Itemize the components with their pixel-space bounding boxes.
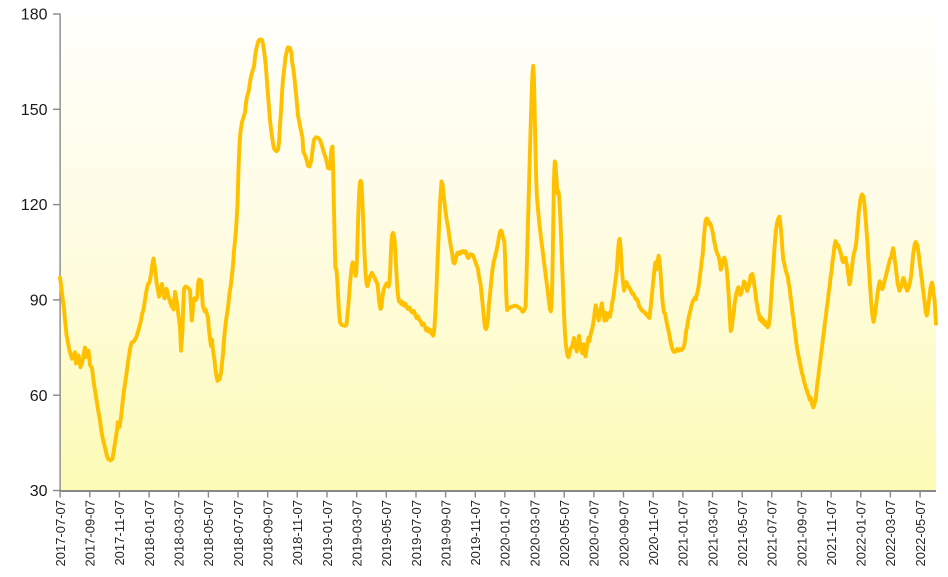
svg-text:2019-03-07: 2019-03-07 xyxy=(350,500,365,567)
svg-text:2019-11-07: 2019-11-07 xyxy=(468,500,483,566)
svg-text:2017-09-07: 2017-09-07 xyxy=(83,500,98,567)
svg-text:2020-03-07: 2020-03-07 xyxy=(527,500,542,567)
svg-text:2021-09-07: 2021-09-07 xyxy=(794,500,809,567)
svg-text:2017-07-07: 2017-07-07 xyxy=(53,500,68,567)
svg-text:2022-05-07: 2022-05-07 xyxy=(913,500,928,567)
svg-text:60: 60 xyxy=(30,388,48,405)
svg-text:2020-09-07: 2020-09-07 xyxy=(616,500,631,567)
svg-text:2018-05-07: 2018-05-07 xyxy=(201,500,216,567)
svg-text:2020-05-07: 2020-05-07 xyxy=(557,500,572,567)
svg-text:2019-07-07: 2019-07-07 xyxy=(409,500,424,567)
svg-text:120: 120 xyxy=(21,197,48,214)
svg-text:2021-01-07: 2021-01-07 xyxy=(676,500,691,567)
svg-text:2019-09-07: 2019-09-07 xyxy=(438,500,453,566)
svg-text:2017-11-07: 2017-11-07 xyxy=(112,500,127,566)
svg-text:2018-03-07: 2018-03-07 xyxy=(172,500,187,567)
svg-text:2018-01-07: 2018-01-07 xyxy=(142,500,157,567)
svg-text:2018-09-07: 2018-09-07 xyxy=(261,500,276,567)
svg-text:2019-05-07: 2019-05-07 xyxy=(379,500,394,567)
svg-text:30: 30 xyxy=(30,483,48,500)
svg-text:2021-07-07: 2021-07-07 xyxy=(765,500,780,567)
svg-text:2021-03-07: 2021-03-07 xyxy=(705,500,720,567)
svg-text:150: 150 xyxy=(21,102,48,119)
svg-text:2020-07-07: 2020-07-07 xyxy=(587,500,602,567)
svg-text:2021-05-07: 2021-05-07 xyxy=(735,500,750,567)
svg-text:90: 90 xyxy=(30,293,48,310)
svg-text:2021-11-07: 2021-11-07 xyxy=(824,500,839,566)
svg-text:2020-01-07: 2020-01-07 xyxy=(498,500,513,567)
svg-text:2020-11-07: 2020-11-07 xyxy=(646,500,661,566)
svg-text:2018-07-07: 2018-07-07 xyxy=(231,500,246,567)
svg-text:180: 180 xyxy=(21,7,48,24)
svg-text:2018-11-07: 2018-11-07 xyxy=(290,500,305,566)
svg-text:2019-01-07: 2019-01-07 xyxy=(320,500,335,567)
svg-text:2022-03-07: 2022-03-07 xyxy=(883,500,898,567)
svg-text:2022-01-07: 2022-01-07 xyxy=(854,500,869,567)
